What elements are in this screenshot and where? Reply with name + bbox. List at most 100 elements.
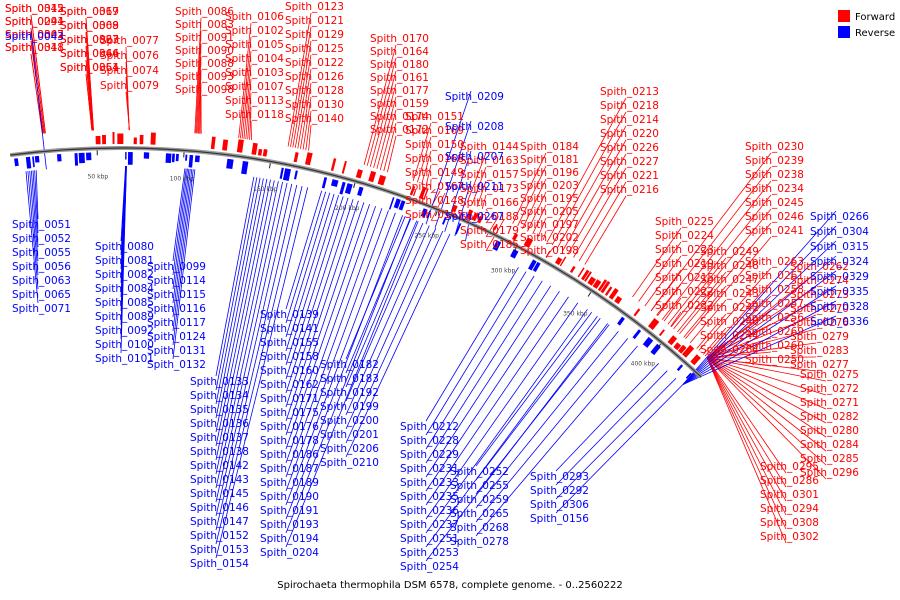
forward-gene-label: Spith_0213 (600, 86, 659, 98)
reverse-gene-label: Spith_0175 (260, 407, 319, 419)
forward-gene-label: Spith_0068 (60, 20, 119, 32)
forward-gene-label: Spith_0093 (175, 71, 234, 83)
leader-line (196, 43, 202, 134)
reverse-gene-label: Spith_0231 (400, 463, 459, 475)
leader-line (682, 255, 837, 385)
forward-gene-label: Spith_0283 (790, 345, 849, 357)
reverse-gene-label: Spith_0131 (147, 345, 206, 357)
leader-line (215, 179, 271, 447)
leader-line (425, 267, 519, 422)
forward-gene-label: Spith_0105 (225, 39, 284, 51)
forward-gene (133, 137, 137, 145)
leader-line (285, 196, 344, 380)
forward-gene-label: Spith_0177 (370, 85, 429, 97)
reverse-gene-label: Spith_0176 (260, 421, 319, 433)
reverse-gene-label: Spith_0099 (147, 261, 206, 273)
leader-line (706, 357, 787, 502)
forward-gene-label: Spith_0216 (600, 184, 659, 196)
leader-line (475, 338, 629, 523)
leader-line (706, 295, 772, 359)
leader-line (383, 122, 397, 172)
reverse-gene-label: Spith_0115 (147, 289, 206, 301)
leader-line (425, 164, 432, 186)
reverse-gene-label: Spith_0266 (810, 211, 869, 223)
leader-line (557, 125, 627, 249)
reverse-gene-label: Spith_0071 (12, 303, 71, 315)
reverse-gene-label: Spith_0335 (810, 286, 869, 298)
leader-line (238, 22, 252, 139)
leader-line (376, 96, 397, 169)
forward-gene-label: Spith_0344 (60, 48, 119, 60)
forward-gene-label: Spith_0195 (520, 193, 579, 205)
forward-gene-label: Spith_0279 (790, 331, 849, 343)
leader-line (30, 30, 47, 170)
forward-gene (139, 134, 144, 145)
reverse-gene (175, 153, 179, 162)
forward-gene-label: Spith_0273 (790, 289, 849, 301)
leader-line (656, 166, 772, 316)
leader-line (476, 180, 487, 207)
forward-gene (587, 276, 596, 286)
reverse-gene-label: Spith_0055 (12, 247, 71, 259)
reverse-gene-label: Spith_0147 (190, 516, 249, 528)
reverse-gene (492, 240, 502, 251)
leader-line (706, 357, 787, 544)
leader-line (546, 97, 627, 243)
tick-mark (587, 292, 592, 297)
leader-line (706, 357, 787, 516)
forward-gene (690, 354, 701, 366)
reverse-gene-label: Spith_0139 (260, 309, 319, 321)
tick-label: 50 kbp (88, 173, 109, 180)
leader-line (250, 120, 252, 141)
reverse-gene-label: Spith_0136 (190, 418, 249, 430)
reverse-gene-label: Spith_0315 (810, 241, 869, 253)
forward-gene-label: Spith_0218 (600, 100, 659, 112)
leader-line (29, 170, 39, 276)
forward-gene (293, 152, 299, 163)
leader-line (172, 169, 194, 346)
reverse-gene-label: Spith_0081 (95, 255, 154, 267)
leader-line (425, 90, 472, 225)
forward-gene-label: Spith_0197 (520, 219, 579, 231)
forward-gene-label: Spith_0295 (760, 461, 819, 473)
reverse-gene (393, 198, 401, 209)
reverse-gene-label: Spith_0324 (810, 256, 869, 268)
scale-ticks: 50 kbp 100 kbp 150 kbp 200 kbp 250 kbp 300 kb… (88, 150, 662, 368)
leader-line (172, 168, 187, 276)
forward-gene-label: Spith_0262 (790, 261, 849, 273)
forward-gene-label: Spith_0066 (60, 48, 119, 60)
forward-gene (423, 188, 429, 200)
forward-gene-label: Spith_0185 (460, 239, 519, 251)
reverse-gene-label: Spith_0117 (147, 317, 206, 329)
reverse-gene-label: Spith_0255 (450, 480, 509, 492)
forward-gene (251, 142, 258, 155)
leader-line (706, 357, 787, 488)
leader-line (85, 73, 93, 131)
leader-line (195, 30, 202, 134)
leader-line (689, 299, 727, 344)
genome-backbone (9, 146, 703, 379)
leader-line (172, 169, 196, 360)
forward-gene (673, 342, 682, 351)
reverse-gene-label: Spith_0293 (530, 471, 589, 483)
reverse-gene-label: Spith_0187 (260, 463, 319, 475)
leader-line (454, 180, 472, 237)
reverse-gene-label: Spith_0171 (260, 393, 319, 405)
forward-gene-label: Spith_0239 (745, 155, 804, 167)
reverse-gene-label: Spith_0183 (320, 373, 379, 385)
reverse-gene-label: Spith_0142 (190, 460, 249, 472)
leader-line (425, 271, 527, 436)
forward-gene-label: Spith_0243 (700, 288, 759, 300)
reverse-gene-label: Spith_0265 (450, 508, 509, 520)
reverse-gene (331, 179, 339, 187)
leader-line (297, 68, 312, 149)
leader-line (412, 122, 432, 182)
reverse-gene-label: Spith_0306 (530, 499, 589, 511)
forward-gene-label: Spith_0113 (225, 95, 284, 107)
leader-line (215, 176, 255, 377)
reverse-gene-label: Spith_0212 (400, 421, 459, 433)
reverse-gene-label: Spith_0114 (147, 275, 206, 287)
leader-line (555, 384, 684, 514)
forward-gene-label: Spith_0260 (745, 340, 804, 352)
forward-gene-label: Spith_0249 (700, 246, 759, 258)
